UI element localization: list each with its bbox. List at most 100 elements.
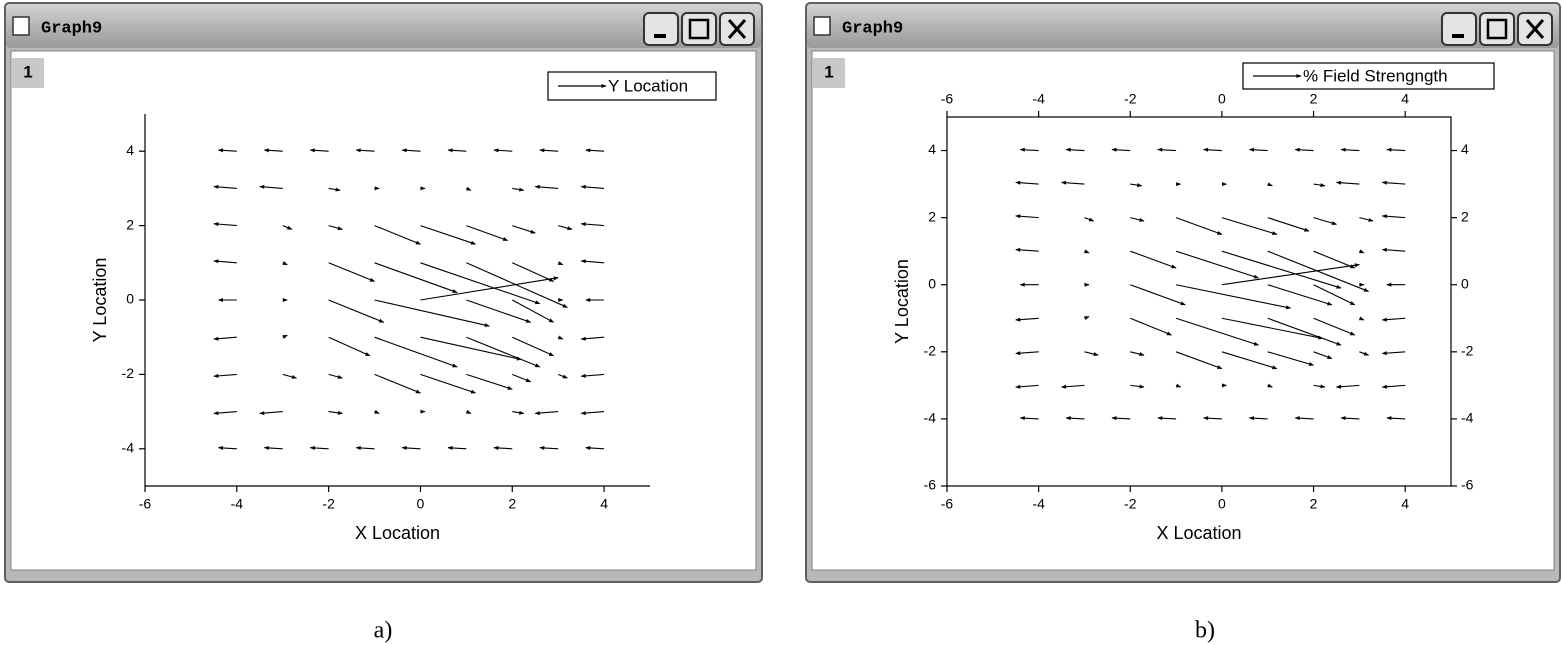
vector-arrow [1015, 214, 1039, 219]
vector-arrow [1175, 284, 1292, 310]
maximize-button[interactable] [1479, 12, 1515, 46]
vector-arrow [512, 299, 555, 323]
vector-arrow [447, 445, 467, 450]
vector-arrow [466, 186, 472, 191]
legend-label: % Field Strengngth [1303, 66, 1448, 85]
y-tick-label: 0 [928, 275, 936, 291]
vector-arrow [1065, 147, 1085, 152]
layer-tab[interactable] [813, 58, 845, 88]
vector-arrow [466, 336, 541, 368]
vector-arrow [585, 445, 605, 450]
vector-arrow [466, 262, 568, 308]
vector-arrow [493, 445, 513, 450]
x-tick-label: -6 [941, 496, 954, 512]
right-y-tick-label: 4 [1461, 141, 1469, 157]
vector-arrow [1130, 217, 1145, 222]
x-tick-label: -2 [1124, 496, 1137, 512]
vector-arrow [328, 225, 343, 231]
right-y-tick-label: -6 [1461, 477, 1474, 493]
plot-frame [946, 116, 1452, 487]
vector-arrow [328, 410, 343, 415]
vector-arrow [1386, 416, 1406, 421]
window-title: Graph9 [842, 19, 903, 38]
vector-arrow [1294, 147, 1314, 152]
vector-arrow [420, 373, 477, 394]
graph-page [10, 50, 757, 571]
vector-arrow [1175, 317, 1260, 346]
vector-arrow [580, 411, 605, 416]
vector-arrow [1359, 217, 1374, 222]
vector-arrow [1061, 180, 1085, 185]
vector-arrow [1084, 351, 1099, 357]
vector-arrow [1359, 249, 1365, 254]
title-bar [807, 4, 1559, 48]
vector-arrow [374, 299, 490, 327]
x-tick-label: -4 [1032, 496, 1045, 512]
vector-arrow [374, 225, 421, 245]
vector-arrow [558, 225, 573, 231]
y-tick-label: 4 [928, 141, 936, 157]
vector-arrow [1130, 183, 1143, 188]
vector-arrow [1359, 351, 1369, 356]
vector-arrow [401, 445, 421, 450]
vector-arrow [1221, 351, 1278, 370]
minimize-button[interactable] [643, 12, 679, 46]
minimize-button[interactable] [1441, 12, 1477, 46]
top-x-tick-label: -2 [1124, 91, 1137, 107]
vector-arrow [1111, 147, 1131, 152]
right-y-tick-label: 2 [1461, 208, 1469, 224]
top-x-tick-label: 2 [1310, 91, 1318, 107]
vector-arrow [1175, 351, 1223, 370]
vector-arrow [213, 259, 237, 264]
vector-arrow [539, 445, 559, 450]
vector-arrow [1130, 284, 1186, 306]
vector-arrow [466, 225, 509, 241]
vector-arrow [512, 262, 555, 282]
maximize-button[interactable] [681, 12, 717, 46]
vector-arrow [355, 445, 375, 450]
vector-arrow [355, 148, 375, 153]
right-y-tick-label: 0 [1461, 275, 1469, 291]
vector-arrow [1221, 263, 1360, 286]
vector-arrow [420, 276, 559, 301]
right-y-tick-label: -2 [1461, 343, 1474, 359]
graph-window[interactable]: Graph9 1 -6 -4 -2 0 2 4 -4 -2 0 2 4 X Location Y Locat… [4, 2, 763, 583]
vector-arrow [263, 148, 283, 153]
maximize-glyph [1486, 18, 1508, 40]
layer-tab[interactable] [12, 58, 44, 88]
y-tick-label: -2 [924, 343, 937, 359]
x-axis-label: X Location [1156, 523, 1241, 543]
close-glyph [1525, 19, 1545, 39]
vector-arrow [539, 148, 559, 153]
vector-arrow [585, 148, 605, 153]
graph-page [811, 50, 1555, 571]
y-tick-label: 4 [126, 142, 134, 158]
vector-arrow [1175, 250, 1260, 279]
vector-arrow [420, 225, 477, 245]
vector-arrow [466, 373, 513, 390]
vector-arrow [309, 148, 329, 153]
vector-arrow [282, 334, 288, 339]
vector-arrow [213, 336, 237, 341]
y-axis-label: Y Location [892, 259, 912, 344]
vector-arrow [580, 259, 605, 264]
title-bar [6, 4, 761, 48]
vector-arrow [1313, 351, 1333, 360]
vector-arrow [1203, 416, 1222, 421]
vector-arrow [1130, 384, 1145, 389]
vector-arrow [580, 373, 605, 378]
vector-arrow [534, 411, 559, 416]
vector-arrow [1381, 317, 1406, 322]
y-tick-label: 2 [126, 216, 134, 232]
vector-arrow [374, 336, 458, 368]
vector-arrow [1015, 384, 1039, 389]
vector-arrow [282, 373, 297, 379]
vector-arrow [1084, 316, 1090, 321]
vector-arrow [1381, 384, 1406, 389]
window-icon [813, 16, 831, 36]
vector-arrow [1267, 182, 1273, 187]
vector-arrow [420, 336, 522, 361]
vector-arrow [1015, 247, 1039, 252]
y-tick-label: 0 [126, 291, 134, 307]
